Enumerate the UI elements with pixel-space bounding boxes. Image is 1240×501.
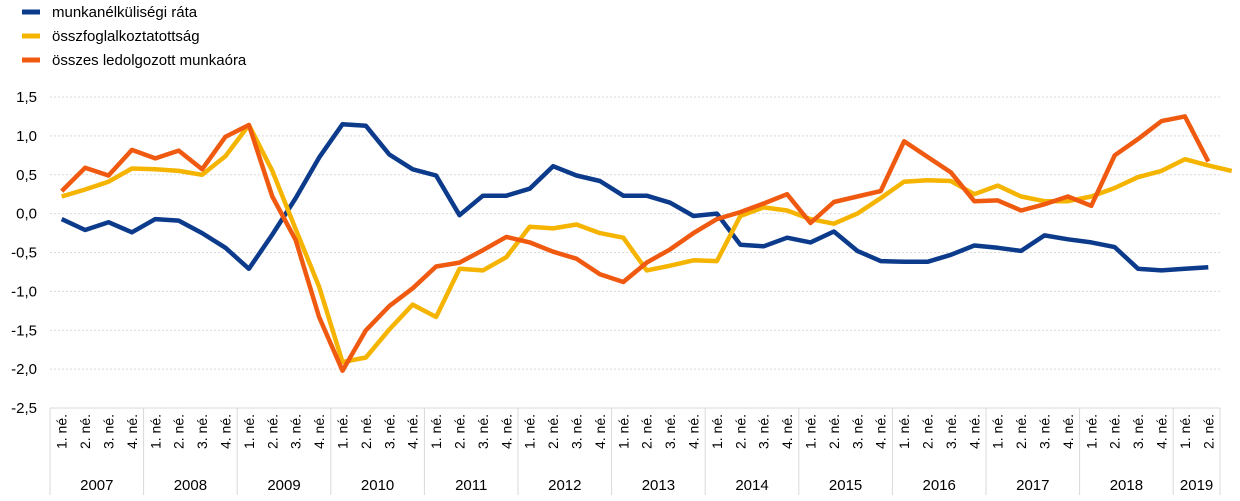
x-tick-label: 2. né. [732,414,748,449]
x-tick-label: 2. né. [358,414,374,449]
x-tick-label: 4. né. [686,414,702,449]
x-tick-label: 3. né. [1037,414,1053,449]
x-axis: 1. né. 2. né. 3. né. 4. né. 2007 1. né. 2. né.… [49,407,1221,495]
y-tick-label: 1,0 [16,128,37,145]
series-line [60,121,1209,273]
x-tick-label: 2. né. [452,414,468,449]
x-tick-label: 1. né. [522,414,538,449]
legend: munkanélküliségi ráta összfoglalkoztatott… [22,4,247,69]
x-tick-label: 3. né. [569,414,585,449]
year-label: 2008 [174,477,207,494]
year-label: 2012 [548,477,581,494]
x-tick-label: 4. né. [873,414,889,449]
x-tick-label: 1. né. [896,414,912,449]
x-tick-label: 3. né. [381,414,397,449]
year-label: 2017 [1016,477,1049,494]
x-tick-label: 3. né. [1130,414,1146,449]
x-tick-label: 1. né. [54,414,70,449]
year-label: 2014 [735,477,768,494]
year-label: 2009 [267,477,300,494]
y-tick-label: -2,5 [11,400,37,417]
y-tick-label: -1,0 [11,283,37,300]
x-tick-label: 3. né. [288,414,304,449]
year-label: 2016 [923,477,956,494]
legend-label: munkanélküliségi ráta [52,4,198,21]
x-tick-label: 3. né. [101,414,117,449]
y-tick-label: 0,5 [16,167,37,184]
x-tick-label: 1. né. [335,414,351,449]
year-label: 2015 [829,477,862,494]
x-tick-label: 2. né. [171,414,187,449]
series-line [60,114,1211,373]
x-tick-label: 3. né. [756,414,772,449]
x-tick-label: 1. né. [709,414,725,449]
x-tick-label: 2. né. [1107,414,1123,449]
x-tick-label: 4. né. [218,414,234,449]
y-tick-label: -2,0 [11,361,37,378]
x-tick-label: 1. né. [147,414,163,449]
x-tick-label: 1. né. [1083,414,1099,449]
legend-label: összes ledolgozott munkaóra [52,52,247,69]
x-tick-label: 1. né. [990,414,1006,449]
y-axis: 1,5 1,0 0,5 0,0 -0,5 -1,0 -1,5 -2,0 -2,5 [11,89,37,417]
legend-label: összfoglalkoztatottság [52,28,200,45]
x-tick-label: 4. né. [779,414,795,449]
x-tick-label: 1. né. [803,414,819,449]
x-tick-label: 1. né. [615,414,631,449]
x-tick-label: 2. né. [826,414,842,449]
x-tick-label: 2. né. [1013,414,1029,449]
series-line [61,122,1233,365]
x-tick-label: 4. né. [1154,414,1170,449]
x-tick-label: 3. né. [943,414,959,449]
x-tick-label: 4. né. [966,414,982,449]
x-tick-label: 2. né. [77,414,93,449]
x-tick-label: 4. né. [124,414,140,449]
x-tick-label: 4. né. [311,414,327,449]
x-tick-label: 3. né. [662,414,678,449]
year-label: 2011 [455,477,487,494]
x-tick-label: 4. né. [1060,414,1076,449]
year-label: 2018 [1110,477,1143,494]
x-tick-label: 2. né. [1200,414,1216,449]
y-tick-label: 0,0 [16,206,37,223]
year-label: 2007 [80,477,113,494]
x-tick-label: 2. né. [920,414,936,449]
x-tick-label: 2. né. [639,414,655,449]
y-tick-label: 1,5 [16,89,37,106]
year-label: 2010 [361,477,394,494]
series-lines [60,114,1233,373]
x-tick-label: 4. né. [592,414,608,449]
x-tick-label: 1. né. [241,414,257,449]
x-tick-label: 3. né. [475,414,491,449]
year-label: 2013 [642,477,675,494]
y-tick-label: -1,5 [11,322,37,339]
x-tick-label: 3. né. [849,414,865,449]
x-tick-label: 2. né. [264,414,280,449]
x-tick-label: 1. né. [428,414,444,449]
x-tick-label: 4. né. [405,414,421,449]
x-tick-label: 2. né. [545,414,561,449]
year-label: 2019 [1180,477,1213,494]
y-tick-label: -0,5 [11,245,37,262]
x-tick-label: 3. né. [194,414,210,449]
x-tick-label: 1. né. [1177,414,1193,449]
x-tick-label: 4. né. [498,414,514,449]
